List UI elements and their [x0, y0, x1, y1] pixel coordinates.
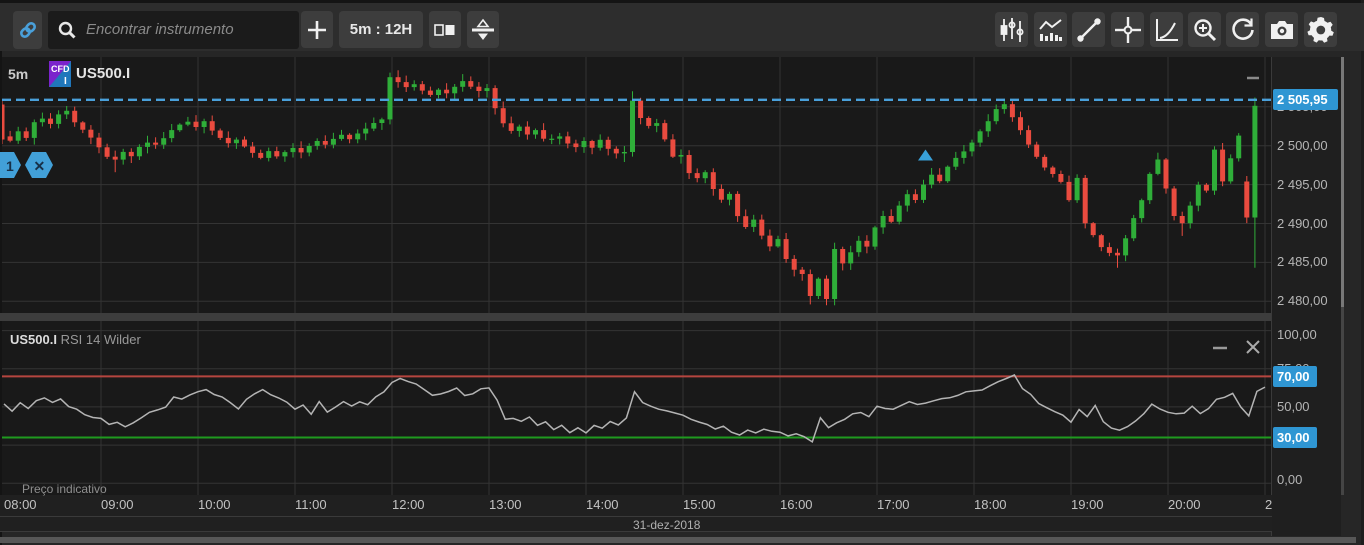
svg-text:1: 1 [6, 158, 14, 174]
svg-text:✕: ✕ [34, 158, 46, 174]
svg-text:CFD: CFD [51, 64, 70, 74]
svg-text:I: I [64, 76, 67, 87]
